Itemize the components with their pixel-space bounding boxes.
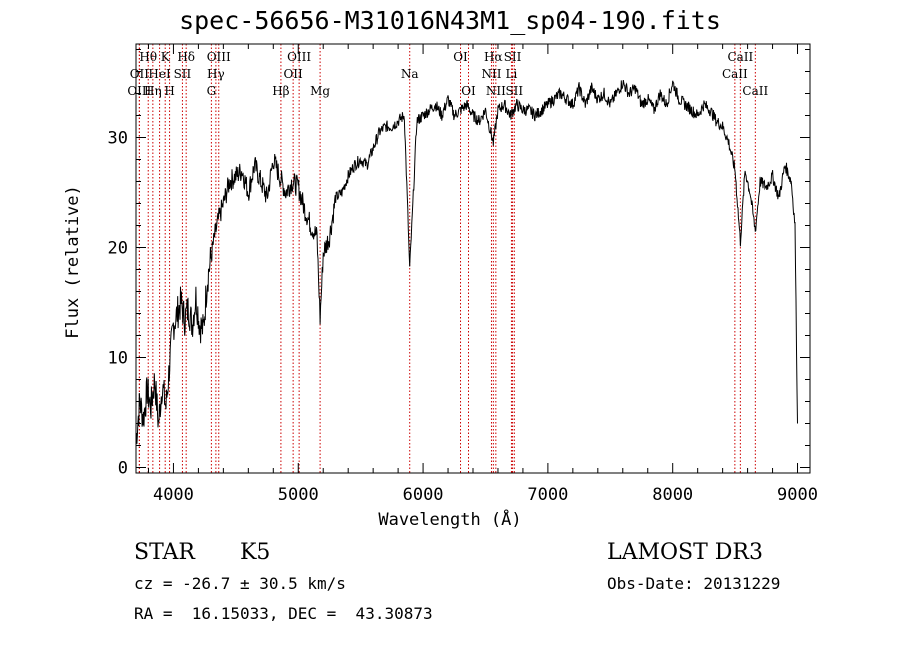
line-label-21: NII [481,67,501,81]
spectrum-line [135,80,798,444]
x-tick-label-8000: 8000 [652,485,693,505]
line-label-19: Hα [484,50,503,64]
line-label-13: OII [283,67,303,81]
line-label-18: OI [461,84,476,98]
y-tick-label-0: 0 [118,459,128,479]
chart-title: spec-56656-M31016N43M1_sp04-190.fits [179,6,721,35]
line-label-8: Hδ [177,50,195,64]
line-label-10: Hγ [207,67,225,81]
obs-date: Obs-Date: 20131229 [607,574,781,593]
y-tick-label-30: 30 [108,129,128,149]
line-label-15: Mg [310,84,330,98]
line-label-2: OIII [127,84,151,98]
redshift-cz: cz = -26.7 ± 30.5 km/s [134,574,346,593]
object-subclass: K5 [240,540,271,565]
line-label-4: HeI [148,67,171,81]
x-tick-label-9000: 9000 [777,485,818,505]
line-label-26: CaII [722,67,748,81]
ticks: 4000 5000 6000 7000 8000 9000 0 10 20 30 [108,44,818,505]
line-markers [138,44,756,473]
line-label-7: SII [174,67,192,81]
line-label-16: Na [401,67,419,81]
line-label-27: CaII [742,84,768,98]
line-label-17: OI [453,50,468,64]
line-label-9: OIII [207,50,231,64]
y-tick-label-20: 20 [108,239,128,259]
line-label-12: OIII [287,50,311,64]
spectrum-series [135,80,798,444]
line-label-14: Hβ [272,84,289,98]
plot-frame [135,43,811,474]
line-label-5: Hη [144,84,162,98]
line-label-20: SII [504,50,522,64]
ra-dec: RA = 16.15033, DEC = 43.30873 [134,604,433,623]
x-tick-label-5000: 5000 [278,485,319,505]
axes [135,43,811,474]
survey-name: LAMOST DR3 [607,540,763,565]
x-axis-label: Wavelength (Å) [378,510,522,530]
line-label-22: Li [506,67,518,81]
line-label-25: CaII [727,50,753,64]
line-label-23: NII [486,84,506,98]
line-label-0: Hθ [139,50,157,64]
line-label-1: OII [130,67,150,81]
line-label-24: SII [505,84,523,98]
x-tick-label-6000: 6000 [403,485,444,505]
y-axis-label: Flux (relative) [63,185,83,339]
line-label-6: H [164,84,174,98]
x-tick-label-4000: 4000 [153,485,194,505]
line-label-3: K [161,50,171,64]
y-tick-label-10: 10 [108,349,128,369]
line-label-11: G [207,84,217,98]
x-tick-label-7000: 7000 [527,485,568,505]
object-class: STAR [134,540,195,565]
